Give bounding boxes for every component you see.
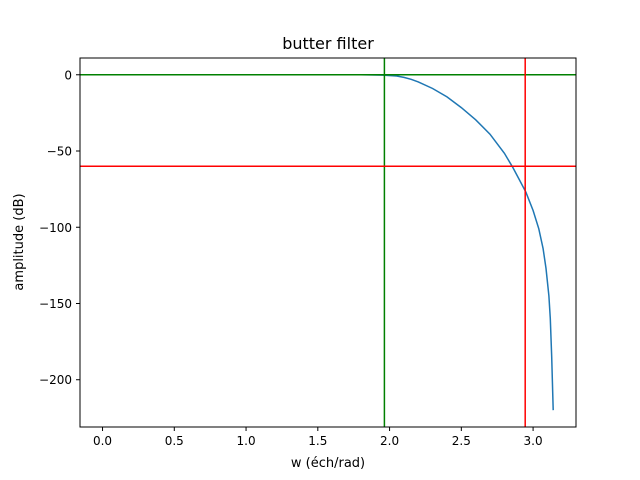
y-axis: 0 −50 −100 −150 −200 xyxy=(39,68,80,387)
x-tick-label: 3.0 xyxy=(524,434,543,448)
series-line-0 xyxy=(102,74,554,411)
x-axis-label: w (éch/rad) xyxy=(291,456,365,471)
x-tick-label: 2.5 xyxy=(452,434,471,448)
y-axis-label: amplitude (dB) xyxy=(12,193,27,290)
y-tick-label: −150 xyxy=(39,297,72,311)
axes-frame xyxy=(79,57,577,428)
y-tick-label: −100 xyxy=(39,221,72,235)
chart-title: butter filter xyxy=(282,34,374,53)
x-tick-label: 0.5 xyxy=(165,434,184,448)
y-tick-label: −50 xyxy=(47,145,72,159)
y-tick-label: −200 xyxy=(39,373,72,387)
x-axis: 0.0 0.5 1.0 1.5 2.0 2.5 3.0 xyxy=(93,427,543,448)
x-tick-label: 1.5 xyxy=(308,434,327,448)
x-tick-label: 2.0 xyxy=(380,434,399,448)
y-tick-label: 0 xyxy=(64,68,72,82)
plot-area xyxy=(80,58,576,427)
x-tick-label: 0.0 xyxy=(93,434,112,448)
x-tick-label: 1.0 xyxy=(237,434,256,448)
